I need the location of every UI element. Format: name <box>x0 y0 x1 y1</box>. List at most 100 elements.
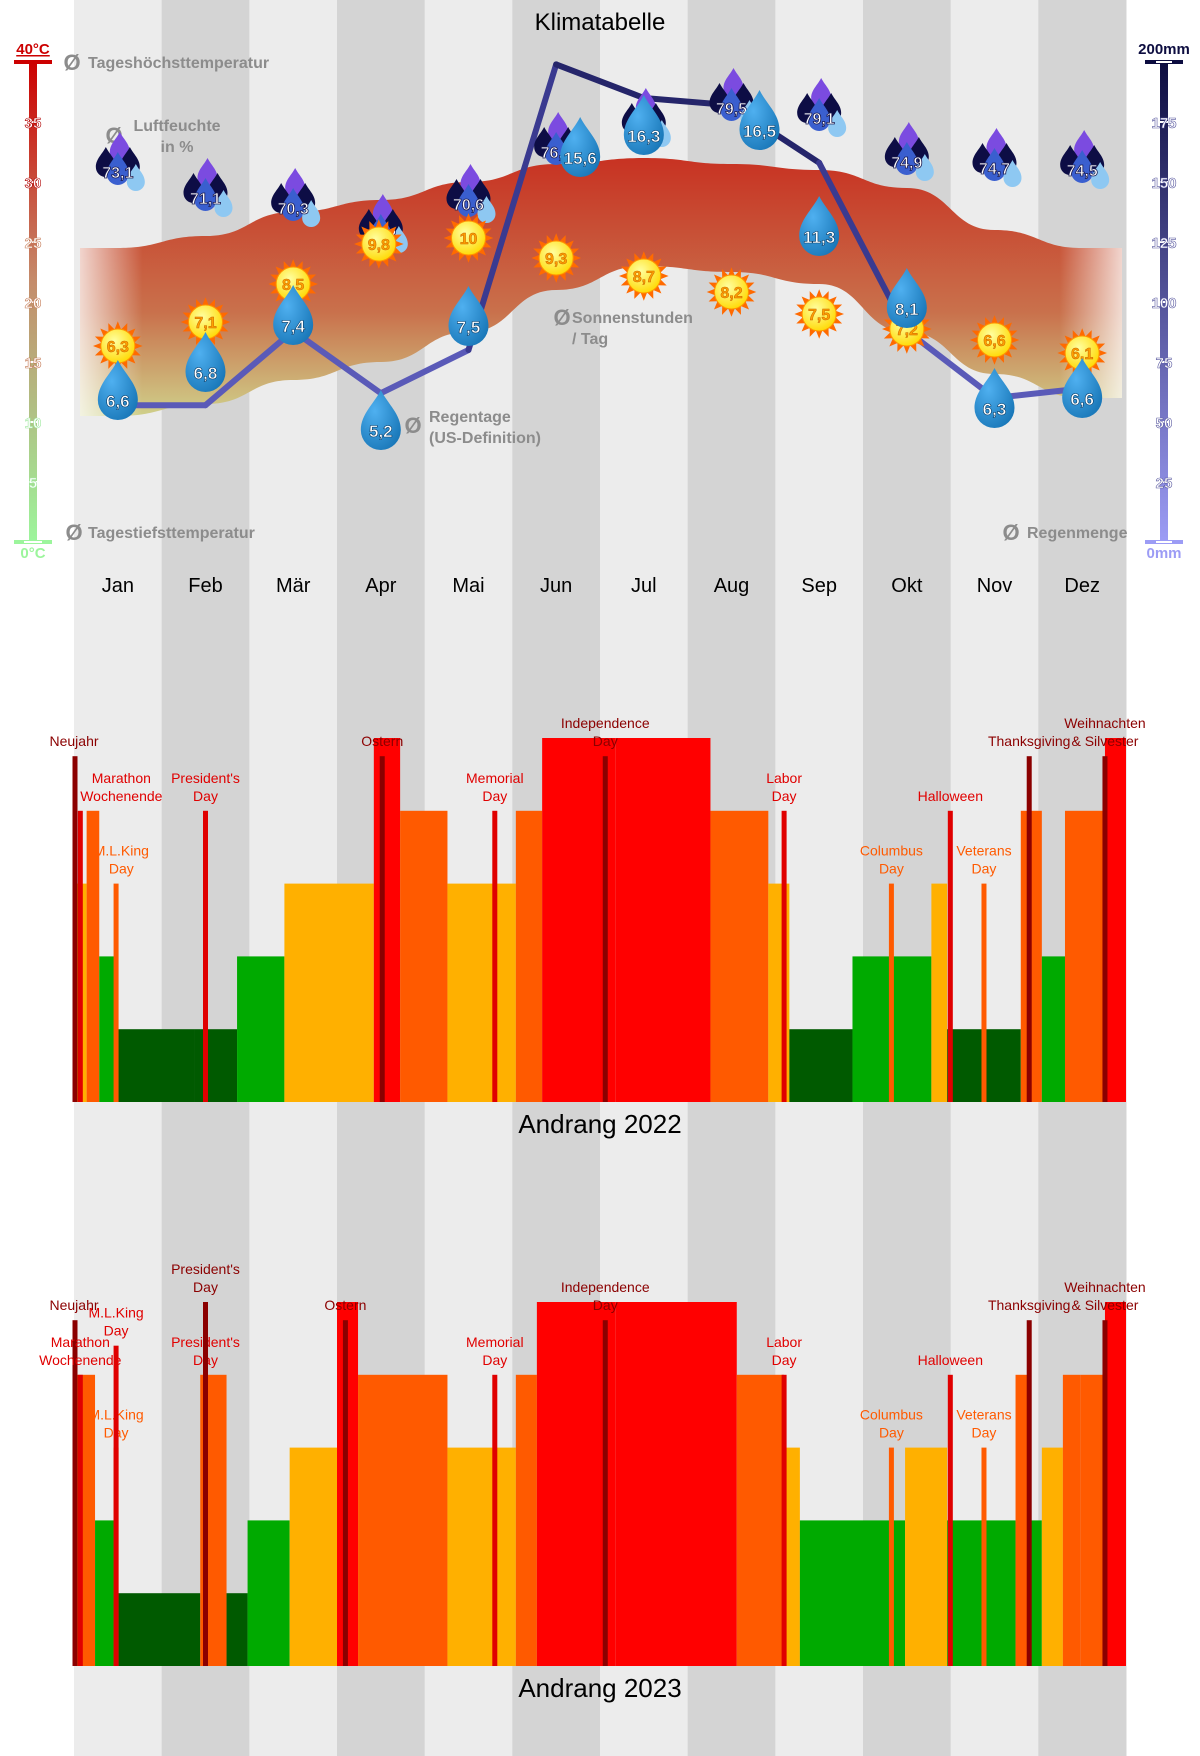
event-label-text: Thanksgiving <box>988 1297 1071 1313</box>
crowd-bar <box>784 1447 800 1666</box>
event-label-text: Ostern <box>324 1297 366 1313</box>
rain-drop-icon <box>360 390 401 450</box>
humidity-value: 74,7 <box>979 161 1010 178</box>
humidity-marker: 74,7 <box>972 128 1022 187</box>
temp-tick-label: 35 <box>25 115 42 132</box>
month-label: Jul <box>631 575 657 597</box>
event-label-text: Day <box>593 1297 618 1313</box>
rain-days-marker: 5,2 <box>360 390 401 450</box>
chart-title: Klimatabelle <box>535 9 666 36</box>
humidity-drop-icon <box>986 128 1007 158</box>
month-label: Aug <box>714 575 750 597</box>
humidity-drop-icon <box>194 178 217 211</box>
month-label: Dez <box>1064 575 1100 597</box>
sunshine-marker: 8,7 <box>619 251 669 301</box>
humidity-drop-icon <box>1074 130 1095 160</box>
event-label-text: Day <box>879 861 904 877</box>
crowd-bar <box>289 1447 337 1666</box>
event-label: Neujahr <box>49 1297 98 1313</box>
event-label-text: Wochenende <box>80 788 162 804</box>
rain-days-marker: 6,6 <box>97 360 138 421</box>
event-label-text: Halloween <box>918 1352 983 1368</box>
event-label-text: Day <box>109 861 134 877</box>
event-marker-line <box>888 1447 894 1666</box>
sunshine-value: 7,5 <box>808 307 830 324</box>
rain-days-value: 6,6 <box>1070 390 1094 409</box>
temperature-band-fade <box>80 158 1122 416</box>
humidity-marker: 70,6 <box>446 164 496 223</box>
event-label-text: Thanksgiving <box>988 733 1071 749</box>
event-marker-line <box>77 1374 83 1666</box>
humidity-drop-icon <box>282 188 305 222</box>
legend-label: Ø Sonnenstunden / Tag <box>553 305 692 348</box>
event-label-text: Day <box>482 1352 507 1368</box>
month-label: Jun <box>540 575 572 597</box>
legend-text: Tagestiefsttemperatur <box>88 525 255 542</box>
month-label: Feb <box>188 575 222 597</box>
event-label-text: Veterans <box>956 843 1011 859</box>
humidity-drop-icon <box>372 194 393 224</box>
event-label-text: President's <box>171 770 240 786</box>
event-label: Independence Day <box>561 715 650 749</box>
sunshine-value: 8,2 <box>720 285 742 302</box>
crowd-bar <box>447 1447 516 1666</box>
humidity-marker: 73,1 <box>95 132 145 192</box>
sunshine-value: 6,6 <box>983 333 1005 350</box>
event-label: Halloween <box>918 788 983 804</box>
crowd-bar <box>226 1593 248 1666</box>
humidity-drop-icon <box>548 112 569 142</box>
event-label: Independence Day <box>561 1279 650 1313</box>
legend-text: / Tag <box>572 331 608 348</box>
event-label-text: Day <box>193 1279 218 1295</box>
sunshine-marker: 8,2 <box>706 267 757 317</box>
event-label-text: Day <box>879 1425 904 1441</box>
crowd-bar <box>1062 1374 1081 1666</box>
month-label: Nov <box>977 575 1013 597</box>
sunshine-marker: 10 <box>443 213 494 263</box>
crowd-bar <box>1080 1374 1105 1666</box>
humidity-value: 79,5 <box>716 101 747 118</box>
humidity-drop-icon <box>828 110 847 137</box>
humidity-marker: 71,1 <box>183 158 233 217</box>
rain-tick-label: 0mm <box>1146 545 1181 562</box>
event-label: Memorial Day <box>466 1334 524 1368</box>
event-label: Halloween <box>918 1352 983 1368</box>
humidity-marker: 70,3 <box>271 168 321 228</box>
humidity-drop-icon <box>915 154 934 181</box>
temp-tick-label: 10 <box>25 415 42 432</box>
sun-icon <box>801 296 837 332</box>
humidity-drop-icon <box>302 200 321 228</box>
sun-icon <box>538 240 574 276</box>
event-label-text: M.L.King <box>88 1305 143 1321</box>
crowd-bar <box>447 883 516 1102</box>
rain-drop-icon <box>974 368 1015 428</box>
crowd-bar <box>237 956 285 1102</box>
crowd-bar <box>99 956 117 1102</box>
sun-icon <box>714 274 749 310</box>
crowd-bar <box>1064 810 1105 1102</box>
average-symbol: Ø <box>1002 520 1019 545</box>
sun-icon <box>977 322 1012 358</box>
event-marker-line <box>1102 756 1108 1102</box>
crowd-bar <box>905 1447 948 1666</box>
rain-tick-label: 150 <box>1151 175 1176 192</box>
event-label-text: Day <box>593 733 618 749</box>
event-marker-line <box>1026 756 1032 1102</box>
humidity-drop-icon <box>720 88 743 121</box>
event-marker-line <box>888 883 894 1102</box>
event-label-text: Weihnachten <box>1064 1279 1145 1295</box>
crowd-bar <box>95 1520 117 1666</box>
event-label: Veterans Day <box>956 843 1011 877</box>
event-marker-line <box>781 1374 787 1666</box>
event-label-text: Day <box>972 861 997 877</box>
humidity-value: 74,5 <box>1067 163 1098 180</box>
legend-text: Sonnenstunden <box>572 310 693 327</box>
rainfall-line-segment <box>553 61 647 101</box>
rain-days-marker: 6,3 <box>974 368 1015 428</box>
event-label-text: Neujahr <box>49 1297 98 1313</box>
rain-tick-label: 50 <box>1156 415 1173 432</box>
crowd-bar <box>373 738 401 1102</box>
crowd-bar <box>86 810 100 1102</box>
sunshine-marker: 9,8 <box>354 219 404 269</box>
